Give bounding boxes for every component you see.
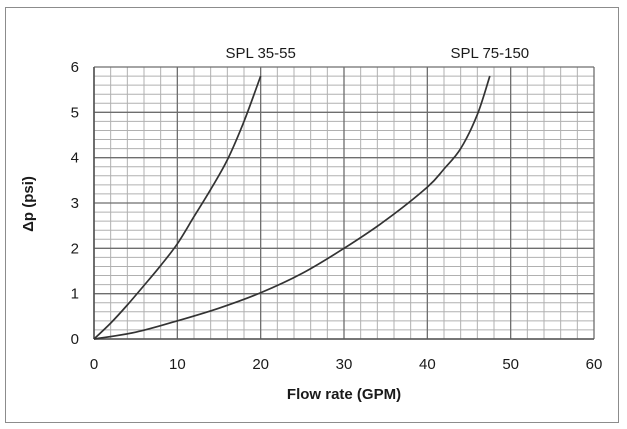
y-tick-labels: 0 1 2 3 4 5 6 [71, 59, 79, 348]
x-tick-label: 40 [419, 356, 436, 373]
series-label-1: SPL 35-55 [226, 45, 296, 62]
x-tick-label: 60 [586, 356, 603, 373]
series-line-2 [93, 75, 491, 340]
y-axis-title: Δp (psi) [20, 176, 37, 232]
y-tick-label: 3 [71, 195, 79, 212]
y-tick-label: 4 [71, 150, 79, 167]
y-tick-label: 1 [71, 286, 79, 303]
x-tick-label: 20 [252, 356, 269, 373]
y-tick-label: 5 [71, 104, 79, 121]
x-tick-label: 0 [90, 356, 98, 373]
x-tick-label: 50 [502, 356, 519, 373]
x-tick-labels: 0 10 20 30 40 50 60 [90, 356, 603, 373]
y-tick-label: 0 [71, 331, 79, 348]
series-lines [93, 75, 491, 340]
x-tick-label: 30 [336, 356, 353, 373]
series-label-2: SPL 75-150 [450, 45, 529, 62]
series-line-1 [93, 75, 262, 340]
x-tick-label: 10 [169, 356, 186, 373]
series-labels: SPL 35-55 SPL 75-150 [226, 45, 530, 62]
y-tick-label: 2 [71, 240, 79, 257]
y-tick-label: 6 [71, 59, 79, 76]
major-grid [93, 66, 595, 340]
x-axis-title: Flow rate (GPM) [287, 386, 401, 403]
